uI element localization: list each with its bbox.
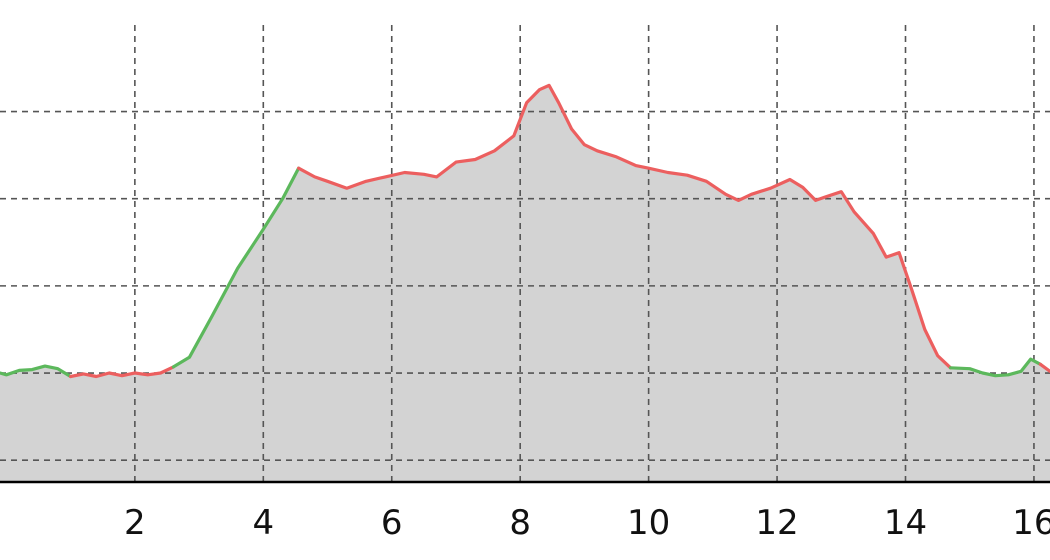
- elevation-area: [0, 85, 1050, 483]
- x-tick-label: 10: [627, 503, 670, 543]
- x-tick-label: 6: [381, 503, 403, 543]
- x-tick-label: 8: [509, 503, 531, 543]
- x-tick-label: 12: [755, 503, 798, 543]
- x-tick-label: 2: [124, 503, 146, 543]
- profile-segment-green: [948, 357, 1042, 378]
- profile-segment-red: [69, 365, 175, 379]
- area-layer: [0, 85, 1050, 483]
- line-layer: [0, 83, 1050, 379]
- tick-layer: 2 4 6 8 10 12 14 16: [124, 503, 1050, 543]
- profile-segment-green: [0, 364, 73, 379]
- profile-segment-green: [171, 166, 301, 369]
- profile-segment-red: [1038, 362, 1050, 373]
- x-tick-label: 14: [884, 503, 927, 543]
- profile-segment-red: [297, 83, 953, 370]
- x-tick-label: 16: [1012, 503, 1050, 543]
- grid-layer: [0, 20, 1050, 482]
- x-tick-label: 4: [252, 503, 274, 543]
